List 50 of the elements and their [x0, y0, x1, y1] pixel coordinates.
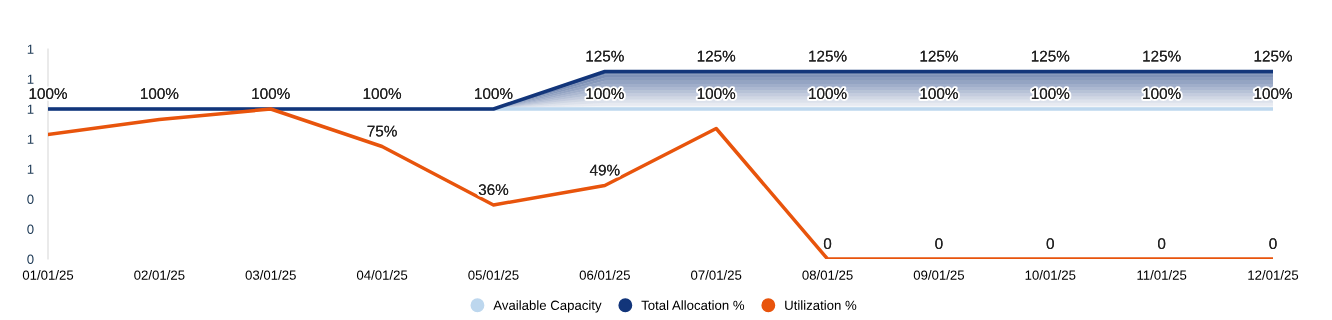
y-tick-label: 1: [27, 74, 34, 84]
data-label: 49%: [589, 164, 620, 176]
x-tick-label: 07/01/25: [691, 270, 742, 280]
data-label: 100%: [29, 88, 67, 100]
y-tick-label: 0: [27, 254, 34, 264]
legend-label: Available Capacity: [493, 300, 602, 313]
data-label: 125%: [809, 50, 847, 62]
data-label: 0: [1046, 238, 1054, 250]
data-label: 125%: [1143, 50, 1181, 62]
x-tick-label: 09/01/25: [913, 270, 965, 280]
x-tick-label: 01/01/25: [22, 270, 74, 280]
data-label: 125%: [1031, 50, 1070, 62]
y-tick-label: 1: [27, 44, 34, 54]
data-label: 100%: [363, 88, 402, 100]
data-label: 125%: [586, 50, 624, 62]
x-tick-label: 12/01/25: [1248, 270, 1299, 280]
legend-label: Utilization %: [785, 300, 857, 310]
x-tick-label: 02/01/25: [134, 270, 185, 280]
y-tick-label: 1: [27, 104, 34, 114]
x-tick-label: 04/01/25: [356, 270, 408, 280]
data-label: 100%: [1254, 88, 1292, 100]
x-tick-label: 05/01/25: [468, 270, 519, 280]
data-label: 100%: [586, 88, 624, 100]
x-tick-label: 10/01/25: [1025, 270, 1076, 280]
legend-label: Total Allocation %: [641, 300, 745, 310]
data-label: 100%: [140, 88, 179, 100]
x-tick-label: 11/01/25: [1137, 270, 1187, 280]
y-tick-label: 0: [27, 224, 34, 234]
data-label: 100%: [1031, 88, 1070, 100]
y-tick-label: 1: [27, 164, 34, 174]
data-label: 100%: [1143, 88, 1181, 100]
data-label: 0: [1157, 238, 1166, 250]
x-tick-label: 08/01/25: [802, 270, 853, 280]
data-label: 125%: [1254, 50, 1292, 62]
x-tick-label: 03/01/25: [245, 270, 296, 280]
data-label: 36%: [478, 184, 509, 196]
data-label: 125%: [697, 50, 736, 62]
data-label: 0: [1269, 238, 1277, 250]
data-label: 100%: [920, 88, 958, 100]
data-label: 0: [935, 238, 943, 250]
data-label: 100%: [475, 88, 513, 100]
y-tick-label: 0: [27, 194, 34, 204]
data-label: 75%: [367, 125, 397, 137]
data-label: 100%: [252, 88, 290, 100]
y-tick-label: 1: [27, 134, 34, 144]
data-label: 100%: [697, 88, 736, 100]
x-tick-label: 06/01/25: [579, 270, 630, 280]
data-label: 125%: [920, 50, 958, 62]
data-label: 100%: [809, 88, 847, 100]
data-label: 0: [823, 238, 832, 250]
